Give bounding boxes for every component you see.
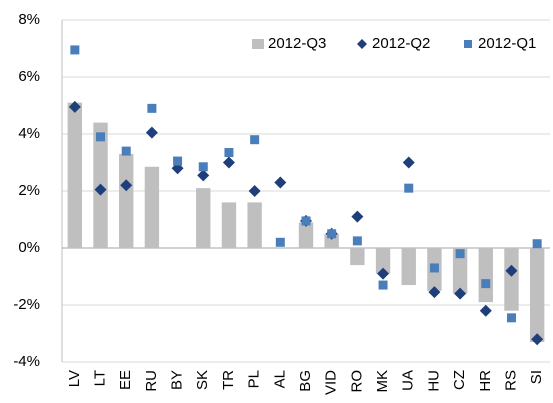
square-marker — [481, 279, 491, 289]
diamond-marker — [402, 156, 415, 169]
bar — [67, 102, 83, 249]
x-tick-label: AL — [271, 370, 288, 388]
square-marker — [327, 229, 337, 239]
x-tick-label: RU — [143, 370, 160, 392]
square-marker — [224, 148, 234, 158]
square-marker — [301, 216, 311, 226]
square-marker — [532, 239, 542, 249]
bar — [504, 248, 519, 311]
bar — [529, 248, 545, 343]
x-tick-label: HU — [425, 370, 442, 392]
bar — [375, 248, 391, 274]
bar — [401, 248, 416, 286]
legend-label: 2012-Q3 — [268, 35, 326, 52]
diamond-marker — [120, 179, 133, 192]
x-tick-label: PL — [246, 370, 263, 388]
square-marker — [147, 103, 157, 113]
y-tick-label: 4% — [18, 125, 40, 142]
bar — [247, 202, 262, 248]
square-marker — [198, 162, 208, 172]
x-tick-label: EE — [117, 370, 134, 390]
y-tick-label: 0% — [18, 239, 40, 256]
y-tick-label: 2% — [18, 182, 40, 199]
diamond-marker — [222, 156, 235, 169]
diamond-marker — [94, 183, 107, 196]
legend-label: 2012-Q1 — [478, 35, 536, 52]
square-marker — [173, 156, 183, 166]
x-tick-label: BG — [297, 370, 314, 392]
x-tick-label: BY — [169, 370, 186, 390]
x-tick-label: LV — [66, 370, 83, 387]
x-tick-label: LT — [91, 370, 108, 386]
legend-swatch — [252, 39, 264, 49]
bar — [350, 248, 365, 266]
x-tick-label: VID — [323, 370, 340, 395]
bar — [452, 248, 468, 294]
bar — [119, 153, 134, 248]
square-marker — [275, 237, 285, 247]
square-marker — [378, 280, 388, 290]
square-marker — [121, 146, 131, 156]
x-tick-label: HR — [477, 370, 494, 392]
square-marker — [404, 183, 414, 193]
diamond-marker — [428, 286, 441, 299]
x-tick-label: UA — [400, 370, 417, 391]
diamond-marker — [505, 264, 518, 277]
square-marker — [506, 313, 516, 323]
bar — [298, 222, 314, 248]
x-tick-label: SK — [194, 370, 211, 390]
square-marker — [352, 236, 362, 246]
bar — [144, 166, 160, 248]
square-marker — [70, 45, 80, 55]
y-tick-label: -2% — [13, 296, 40, 313]
legend-label: 2012-Q2 — [372, 35, 430, 52]
square-marker — [96, 132, 106, 142]
legend-swatch — [464, 40, 472, 48]
bar — [478, 248, 493, 303]
square-marker — [455, 249, 465, 259]
diamond-marker — [454, 287, 467, 300]
diamond-marker — [351, 210, 364, 223]
diamond-marker — [274, 176, 287, 189]
bar — [221, 202, 237, 248]
diamond-marker — [248, 185, 261, 197]
x-tick-label: CZ — [451, 370, 468, 390]
x-tick-label: RO — [348, 370, 365, 393]
diamond-marker — [145, 126, 158, 139]
legend-swatch — [357, 39, 367, 49]
diamond-marker — [479, 304, 492, 317]
y-tick-label: -4% — [13, 353, 40, 370]
diamond-marker — [531, 333, 544, 346]
x-tick-label: RS — [502, 370, 519, 391]
diamond-marker — [197, 169, 210, 182]
square-marker — [429, 263, 439, 273]
y-tick-label: 6% — [18, 68, 40, 85]
diamond-marker — [68, 100, 81, 113]
x-tick-label: TR — [220, 370, 237, 390]
diamond-marker — [377, 267, 390, 280]
x-tick-label: MK — [374, 370, 391, 393]
bar — [196, 188, 211, 248]
y-tick-label: 8% — [18, 11, 40, 28]
square-marker — [250, 135, 260, 145]
x-tick-label: SI — [528, 370, 545, 384]
